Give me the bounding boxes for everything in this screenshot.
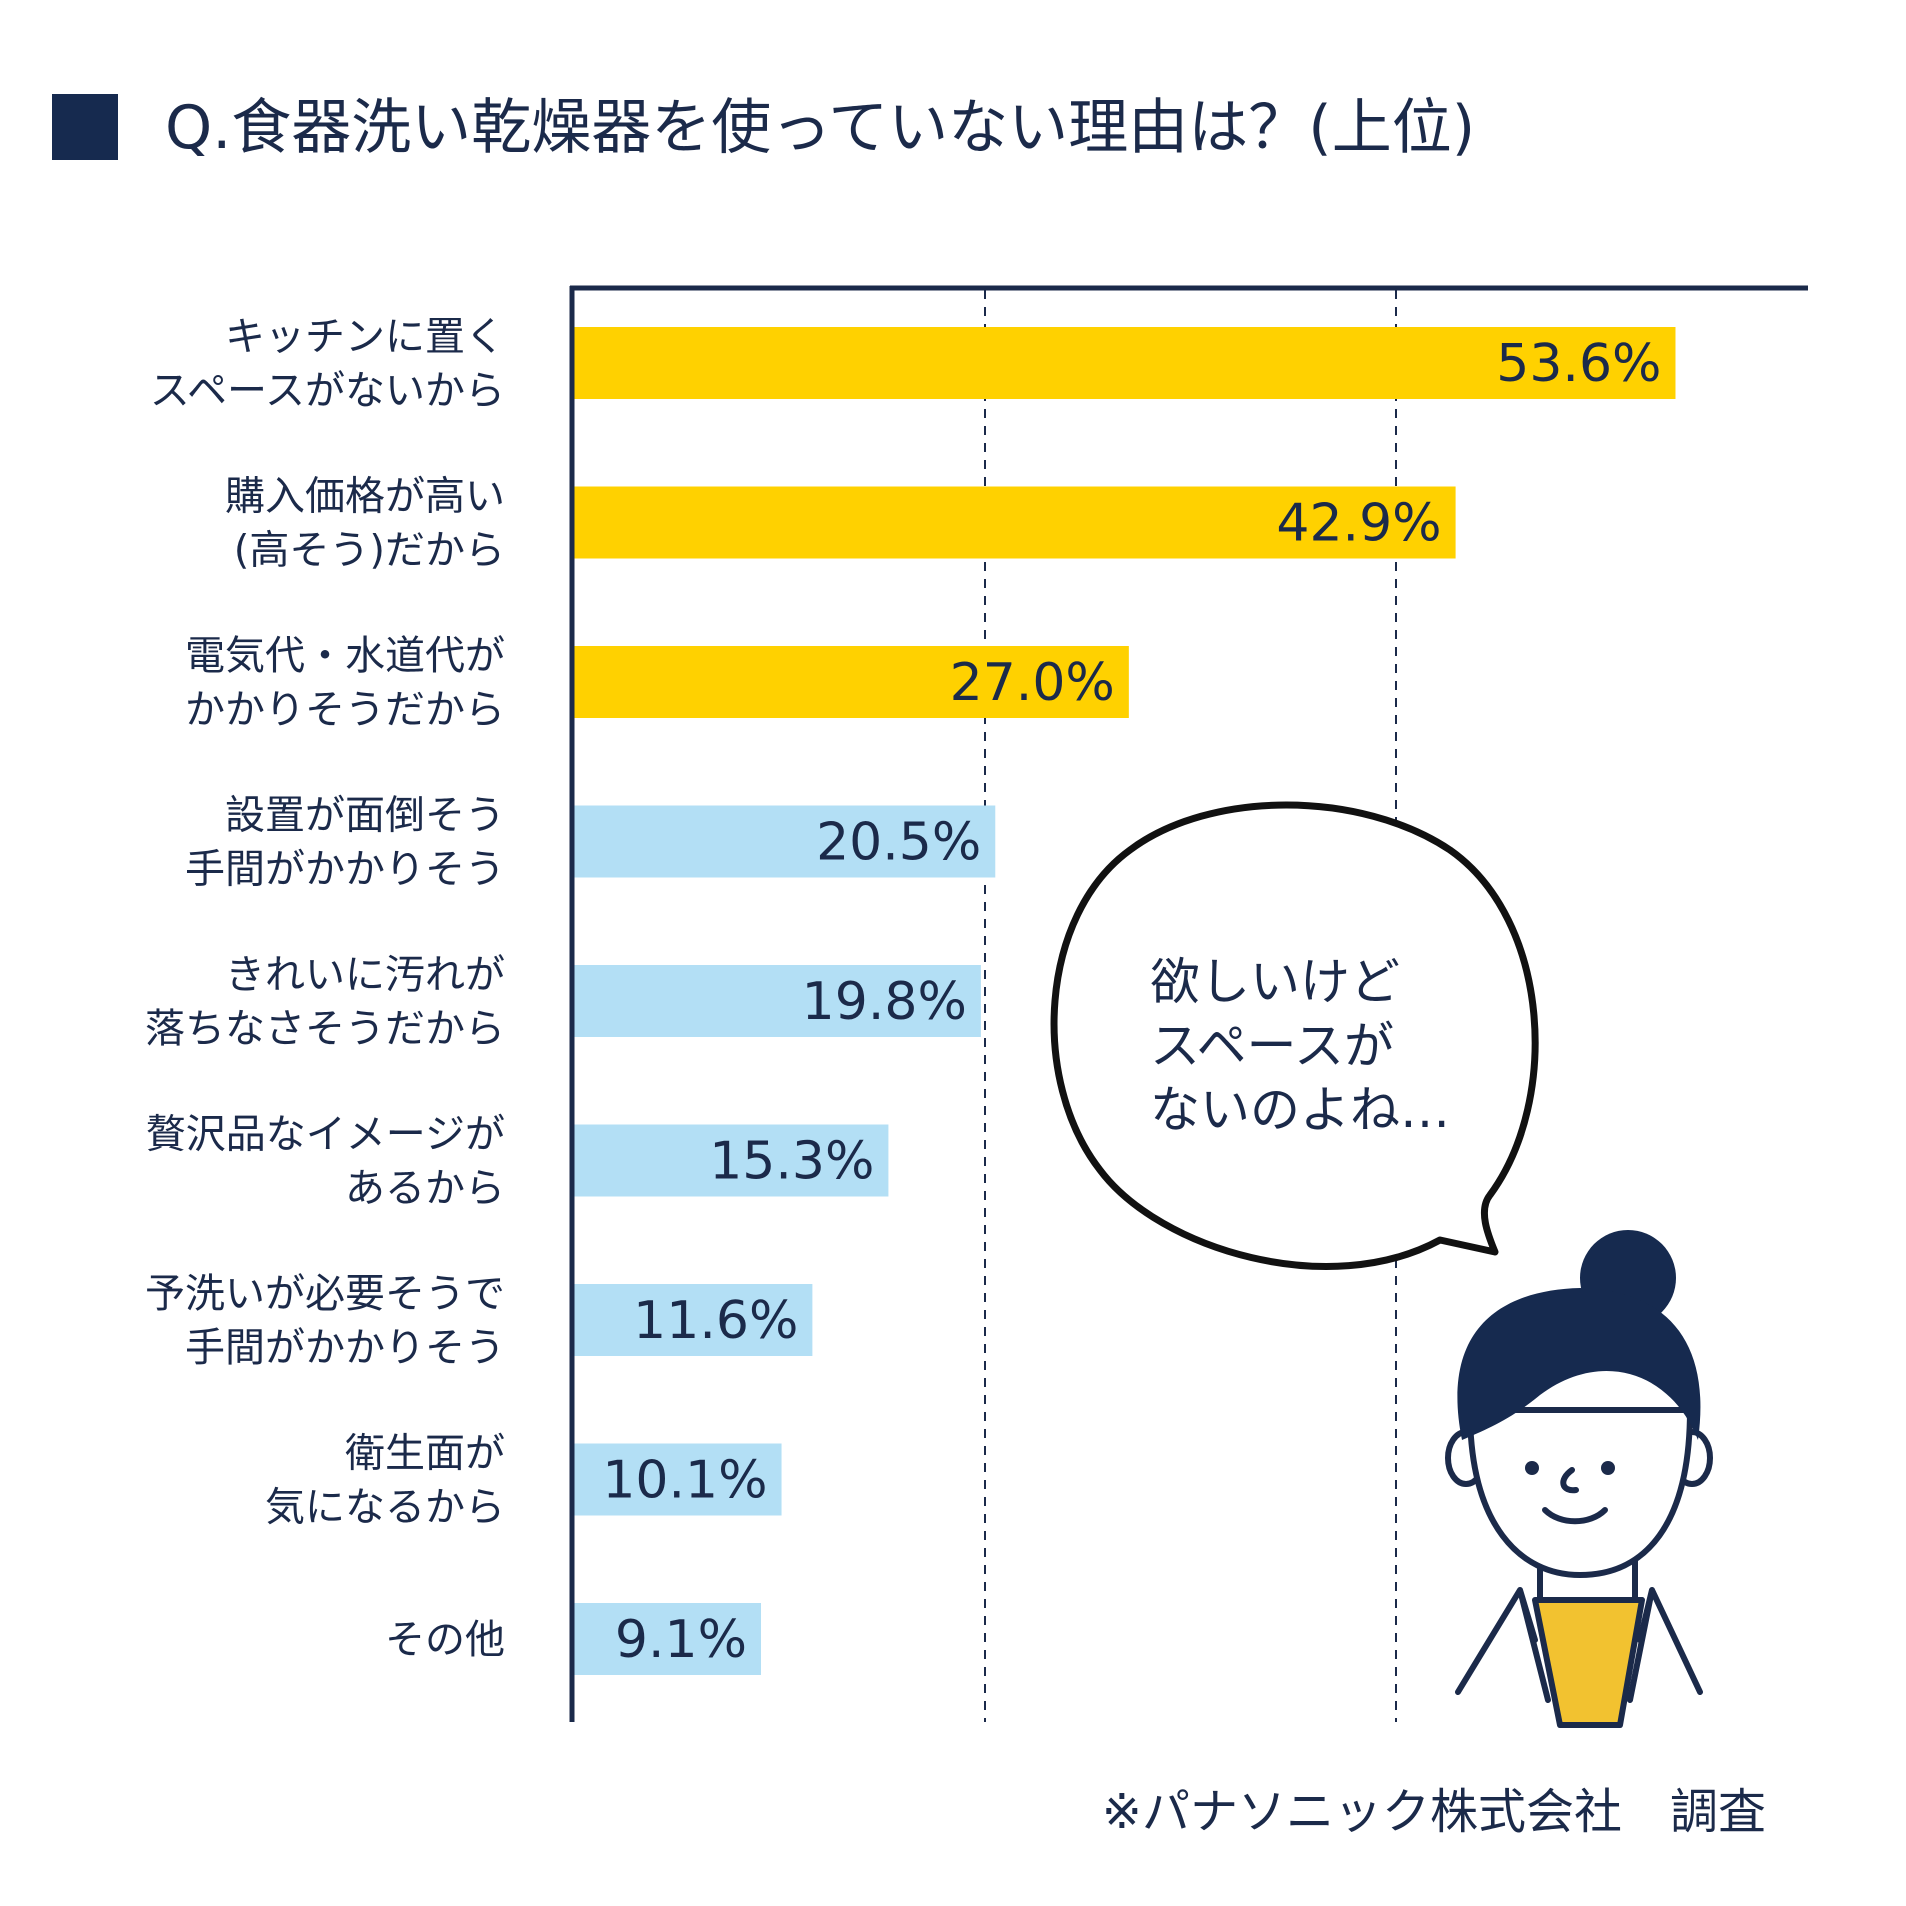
category-label-5: 贅沢品なイメージがあるから (146, 1112, 505, 1212)
chart-title: Q.食器洗い乾燥器を使っていない理由は？(上位) (165, 93, 1476, 163)
woman-illustration (1445, 1230, 1713, 1728)
face (1467, 1407, 1693, 1578)
value-label-0: 53.6% (1496, 334, 1661, 394)
category-label-2: 電気代・水道代がかかりそうだから (185, 633, 505, 733)
value-label-1: 42.9% (1276, 494, 1441, 554)
speech-bubble (1050, 801, 1539, 1270)
value-label-8: 9.1% (615, 1610, 747, 1670)
bar-5 (574, 1124, 889, 1197)
nose (1560, 1467, 1579, 1494)
bar-2 (574, 646, 1129, 718)
yellow-shirt (1532, 1597, 1645, 1728)
eye-left (1525, 1461, 1539, 1475)
jacket-right (1627, 1587, 1703, 1703)
value-label-6: 11.6% (633, 1291, 798, 1351)
source-note: ※パナソニック株式会社 調査 (1101, 1784, 1766, 1840)
jacket-left (1455, 1587, 1551, 1703)
category-label-0: キッチンに置くスペースがないから (150, 314, 505, 414)
bar-4 (574, 965, 981, 1037)
labels: 53.6% キッチンに置くスペースがないから 42.9% 購入価格が高い(高そう)だか… (145, 314, 1661, 1670)
category-label-6: 予洗いが必要そうで手間がかかりそう (145, 1271, 505, 1371)
bars (574, 327, 1676, 1675)
category-label-8: その他 (385, 1617, 505, 1663)
bar-0 (574, 327, 1676, 399)
eye-right (1601, 1461, 1615, 1475)
axes (569, 285, 1808, 1722)
hair (1457, 1288, 1701, 1440)
category-label-7: 衛生面が気になるから (265, 1431, 505, 1531)
category-label-1: 購入価格が高い(高そう)だから (225, 474, 505, 574)
value-label-4: 19.8% (802, 972, 967, 1032)
bar-8 (574, 1603, 762, 1675)
bar-3 (574, 805, 996, 878)
bar-7 (574, 1443, 782, 1516)
speech-bubble-outline (1050, 801, 1539, 1270)
category-label-4: きれいに汚れが落ちなさそうだから (145, 952, 505, 1052)
title-square-icon (52, 94, 118, 160)
speech-bubble-text: 欲しいけど スペースが ないのよね… (1150, 953, 1450, 1139)
value-label-7: 10.1% (602, 1451, 767, 1511)
bar-6 (574, 1284, 813, 1356)
value-label-2: 27.0% (950, 653, 1115, 713)
category-label-3: 設置が面倒そう手間がかかりそう (185, 793, 505, 893)
bar-1 (574, 486, 1456, 559)
value-label-5: 15.3% (709, 1132, 874, 1192)
value-label-3: 20.5% (816, 813, 981, 873)
mouth (1542, 1507, 1608, 1525)
